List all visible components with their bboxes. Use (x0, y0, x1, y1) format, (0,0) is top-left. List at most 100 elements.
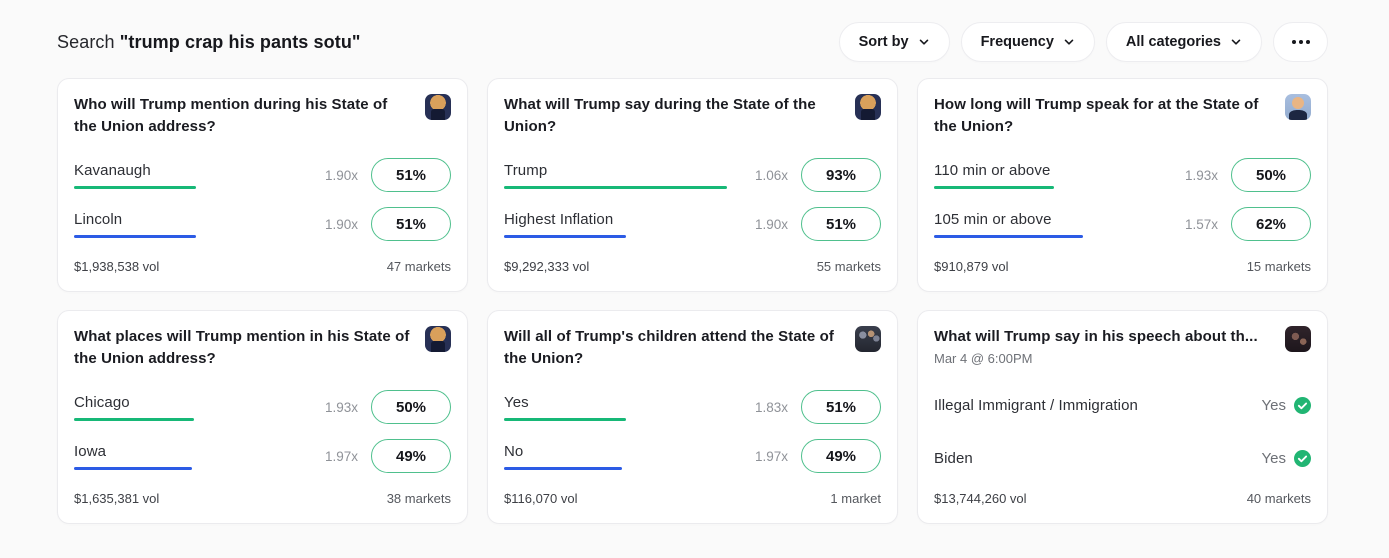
card-title-block: What places will Trump mention in his St… (74, 326, 411, 370)
chevron-down-icon (1064, 39, 1074, 45)
payout-multiplier: 1.93x (1184, 167, 1218, 183)
resolved-outcome-row: Biden Yes (934, 434, 1311, 482)
market-grid: Who will Trump mention during his State … (57, 78, 1328, 524)
probability-button[interactable]: 93% (801, 158, 881, 192)
outcome-label: Highest Inflation (504, 210, 614, 228)
search-results-page: Search "trump crap his pants sotu" Sort … (0, 20, 1389, 524)
market-card[interactable]: Who will Trump mention during his State … (57, 78, 468, 292)
more-options-button[interactable] (1273, 22, 1328, 62)
card-header: What will Trump say during the State of … (504, 94, 881, 138)
outcome-info: Highest Inflation (504, 211, 626, 238)
probability-button[interactable]: 51% (801, 207, 881, 241)
outcome-info: 110 min or above (934, 162, 1054, 189)
card-footer: $9,292,333 vol 55 markets (504, 259, 881, 274)
check-circle-icon (1294, 449, 1311, 467)
probability-bar (504, 417, 626, 421)
outcome-pricing: 1.97x 49% (755, 439, 881, 473)
outcome-label: Chicago (74, 393, 130, 411)
volume-label: $9,292,333 vol (504, 259, 590, 274)
probability-button[interactable]: 51% (371, 207, 451, 241)
result-label: Yes (1261, 396, 1286, 414)
card-title-block: Will all of Trump's children attend the … (504, 326, 841, 370)
card-header: Will all of Trump's children attend the … (504, 326, 881, 370)
outcome-row: Lincoln 1.90x 51% (74, 202, 451, 246)
probability-button[interactable]: 49% (801, 439, 881, 473)
outcome-pricing: 1.90x 51% (755, 207, 881, 241)
outcome-info: Kavanaugh (74, 162, 196, 189)
volume-label: $1,635,381 vol (74, 491, 160, 506)
market-card[interactable]: What will Trump say during the State of … (487, 78, 898, 292)
outcome-row: Iowa 1.97x 49% (74, 434, 451, 478)
outcome-pricing: 1.90x 51% (325, 158, 451, 192)
market-thumbnail-image (1285, 94, 1311, 120)
frequency-dropdown[interactable]: Frequency (960, 22, 1095, 62)
outcome-pricing: 1.06x 93% (755, 158, 881, 192)
outcome-list: Trump 1.06x 93% Highest Inflation 1.90x … (504, 153, 881, 246)
probability-button[interactable]: 50% (1231, 158, 1311, 192)
card-title-block: Who will Trump mention during his State … (74, 94, 411, 138)
sort-by-dropdown[interactable]: Sort by (838, 22, 950, 62)
categories-dropdown[interactable]: All categories (1105, 22, 1262, 62)
page-header: Search "trump crap his pants sotu" Sort … (57, 20, 1328, 64)
ellipsis-icon (1291, 40, 1296, 44)
probability-bar (934, 234, 1083, 238)
outcome-info: 105 min or above (934, 211, 1083, 238)
payout-multiplier: 1.06x (754, 167, 788, 183)
card-header: How long will Trump speak for at the Sta… (934, 94, 1311, 138)
outcome-row: Kavanaugh 1.90x 51% (74, 153, 451, 197)
frequency-label: Frequency (980, 34, 1054, 50)
probability-bar (504, 185, 727, 189)
market-title: What places will Trump mention in his St… (74, 328, 410, 367)
market-thumbnail-image (855, 94, 881, 120)
markets-count-label: 55 markets (816, 259, 881, 274)
markets-count-label: 1 market (830, 491, 881, 506)
outcome-list: Yes 1.83x 51% No 1.97x 49% (504, 385, 881, 478)
market-thumbnail-image (425, 326, 451, 352)
outcome-row: Trump 1.06x 93% (504, 153, 881, 197)
outcome-row: 105 min or above 1.57x 62% (934, 202, 1311, 246)
outcome-label: Trump (504, 161, 548, 179)
probability-button[interactable]: 49% (371, 439, 451, 473)
outcome-label: Illegal Immigrant / Immigration (934, 396, 1138, 414)
outcome-info: Iowa (74, 443, 192, 470)
volume-label: $910,879 vol (934, 259, 1009, 274)
market-card[interactable]: Will all of Trump's children attend the … (487, 310, 898, 524)
outcome-label: Iowa (74, 442, 107, 460)
outcome-label: 110 min or above (934, 161, 1051, 179)
outcome-label: Biden (934, 449, 973, 467)
card-header: Who will Trump mention during his State … (74, 94, 451, 138)
search-query: "trump crap his pants sotu" (119, 31, 361, 52)
outcome-info: Yes (504, 394, 626, 421)
outcome-row: Chicago 1.93x 50% (74, 385, 451, 429)
card-title-block: What will Trump say during the State of … (504, 94, 841, 138)
outcome-pricing: 1.93x 50% (325, 390, 451, 424)
outcome-info: No (504, 443, 622, 470)
card-title-block: How long will Trump speak for at the Sta… (934, 94, 1271, 138)
ellipsis-icon (1298, 40, 1303, 44)
probability-button[interactable]: 50% (371, 390, 451, 424)
probability-button[interactable]: 62% (1231, 207, 1311, 241)
market-card[interactable]: How long will Trump speak for at the Sta… (917, 78, 1328, 292)
outcome-label: 105 min or above (934, 210, 1052, 228)
payout-multiplier: 1.57x (1184, 216, 1218, 232)
card-footer: $910,879 vol 15 markets (934, 259, 1311, 274)
market-thumbnail-image (425, 94, 451, 120)
ellipsis-icon (1305, 40, 1310, 44)
resolved-outcome-row: Illegal Immigrant / Immigration Yes (934, 381, 1311, 429)
market-title: Who will Trump mention during his State … (74, 96, 388, 135)
market-card[interactable]: What places will Trump mention in his St… (57, 310, 468, 524)
card-header: What places will Trump mention in his St… (74, 326, 451, 370)
outcome-result: Yes (1262, 449, 1311, 467)
probability-button[interactable]: 51% (371, 158, 451, 192)
market-date: Mar 4 @ 6:00PM (934, 351, 1033, 366)
probability-bar (74, 185, 196, 189)
probability-button[interactable]: 51% (801, 390, 881, 424)
categories-label: All categories (1125, 34, 1221, 50)
outcome-pricing: 1.97x 49% (325, 439, 451, 473)
market-thumbnail-image (1285, 326, 1311, 352)
markets-count-label: 40 markets (1246, 491, 1311, 506)
card-title-block: What will Trump say in his speech about … (934, 326, 1258, 366)
outcome-row: 110 min or above 1.93x 50% (934, 153, 1311, 197)
market-card[interactable]: What will Trump say in his speech about … (917, 310, 1328, 524)
outcome-list: 110 min or above 1.93x 50% 105 min or ab… (934, 153, 1311, 246)
